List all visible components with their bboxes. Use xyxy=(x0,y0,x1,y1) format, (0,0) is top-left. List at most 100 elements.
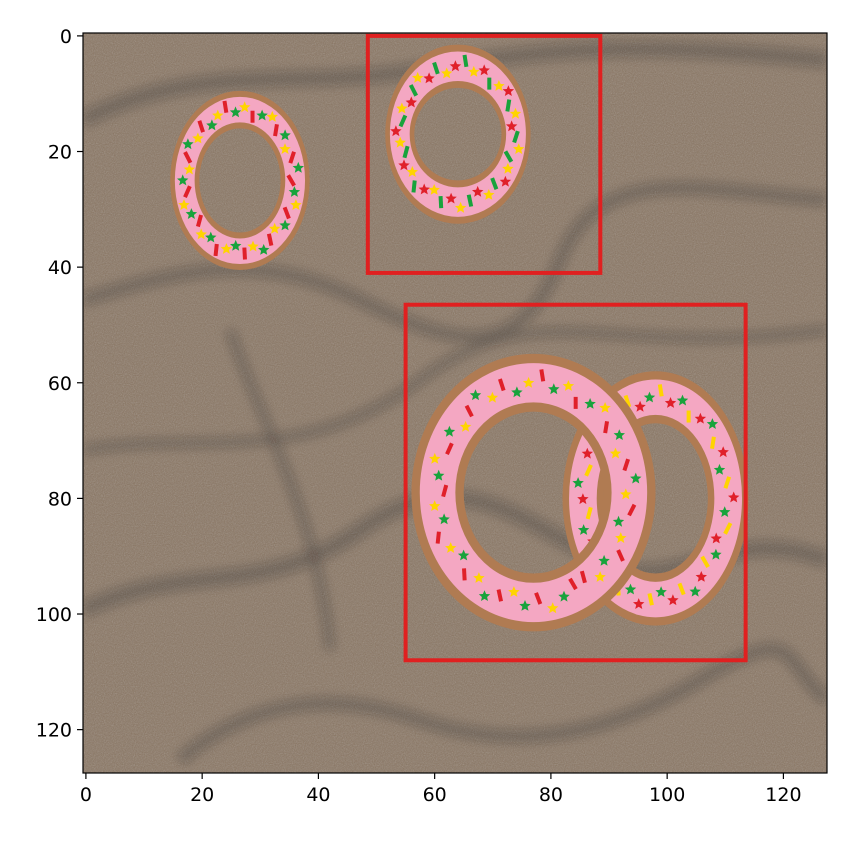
sprinkle-star xyxy=(279,219,291,231)
sprinkle-star xyxy=(719,506,731,517)
sprinkle-star xyxy=(473,572,485,583)
sprinkle-star xyxy=(694,412,707,424)
sprinkle-star xyxy=(502,162,514,174)
x-tick-label: 40 xyxy=(306,784,330,806)
sprinkle xyxy=(512,130,520,144)
sprinkle-star xyxy=(594,571,606,582)
sprinkle-star xyxy=(438,513,450,525)
sprinkle-star xyxy=(558,590,570,602)
sprinkle xyxy=(282,206,291,220)
x-tick-label: 0 xyxy=(80,784,92,806)
y-tick-label: 60 xyxy=(48,373,72,395)
sprinkle-star xyxy=(239,101,251,113)
sprinkle-star xyxy=(247,240,259,252)
y-tick-label: 0 xyxy=(60,26,72,48)
bounding-box-layer xyxy=(365,33,748,663)
sprinkle-star xyxy=(598,554,610,566)
sprinkle-star xyxy=(459,420,472,432)
sprinkle xyxy=(250,110,255,123)
sprinkle-star xyxy=(185,208,198,219)
sprinkle-star xyxy=(429,500,441,511)
sprinkle-star xyxy=(428,184,440,195)
donut xyxy=(385,44,531,224)
sprinkle-star xyxy=(445,542,457,553)
donut xyxy=(170,90,310,271)
sprinkle xyxy=(487,77,492,90)
sprinkle xyxy=(445,442,454,456)
sprinkle-star xyxy=(478,64,490,76)
sprinkle-star xyxy=(398,159,410,171)
sprinkle-star xyxy=(256,109,268,121)
x-axis: 0 20 40 60 80 100 120 xyxy=(80,773,802,806)
sprinkle xyxy=(411,180,417,193)
sprinkle-star xyxy=(433,469,445,481)
sprinkle-star xyxy=(620,488,632,500)
sprinkle-star xyxy=(258,244,270,255)
sprinkle xyxy=(435,531,441,544)
sprinkle-star xyxy=(230,239,242,251)
sprinkle-star xyxy=(655,586,667,597)
x-tick-label: 20 xyxy=(190,784,214,806)
sprinkle-star xyxy=(577,493,589,505)
sprinkle-star xyxy=(405,96,417,108)
sprinkle xyxy=(398,114,408,128)
sprinkle-star xyxy=(519,600,531,611)
sprinkle xyxy=(534,592,543,605)
sprinkle xyxy=(266,233,274,246)
donut-icing xyxy=(389,51,526,217)
plot-area xyxy=(83,33,827,773)
sprinkle-star xyxy=(695,571,707,582)
sprinkle-star xyxy=(513,143,525,154)
donut-icing xyxy=(419,363,648,623)
sprinkle-star xyxy=(505,120,518,132)
sprinkle-star xyxy=(290,199,302,210)
sprinkle xyxy=(686,410,691,423)
sprinkle xyxy=(616,549,625,562)
sprinkle-star xyxy=(396,102,408,114)
sprinkle xyxy=(700,555,710,569)
sprinkle xyxy=(710,436,716,449)
sprinkle xyxy=(568,577,578,591)
bounding-box xyxy=(403,302,748,663)
sprinkle xyxy=(288,151,296,164)
sprinkle-star xyxy=(664,397,677,408)
sprinkle-star xyxy=(288,186,301,197)
donut xyxy=(411,353,656,632)
sprinkle xyxy=(286,174,296,187)
sprinkle-star xyxy=(581,447,593,459)
sprinkle-star xyxy=(269,222,281,234)
sprinkle xyxy=(503,150,514,163)
sprinkle-star xyxy=(192,132,204,144)
sprinkle-star xyxy=(493,80,505,91)
sprinkle xyxy=(539,369,546,382)
sprinkle-star xyxy=(624,583,637,595)
y-axis: 0 20 40 60 80 100 120 xyxy=(36,26,83,742)
sprinkle-star xyxy=(508,586,520,597)
sprinkle xyxy=(498,378,506,392)
sprinkle-star xyxy=(547,602,559,614)
sprinkle-star xyxy=(457,549,470,561)
sprinkle-star xyxy=(472,185,484,197)
sprinkle-star xyxy=(717,446,729,458)
sprinkle-star xyxy=(212,109,224,121)
sprinkle-star xyxy=(394,136,406,148)
sprinkle xyxy=(677,582,686,596)
sprinkle xyxy=(462,568,467,581)
sprinkle-star xyxy=(615,532,627,543)
y-tick-label: 100 xyxy=(36,604,72,626)
sprinkle-star xyxy=(499,175,512,187)
sprinkle-star xyxy=(612,515,625,527)
sprinkle-star xyxy=(279,143,291,154)
sprinkle-star xyxy=(689,585,701,597)
sprinkle-star xyxy=(483,189,495,200)
sprinkle-star xyxy=(205,231,217,243)
sprinkle xyxy=(723,476,732,489)
sprinkle-star xyxy=(279,129,291,141)
sprinkle-star xyxy=(423,72,435,84)
sprinkle-star xyxy=(706,418,719,429)
sprinkle-star xyxy=(266,110,278,122)
x-tick-label: 60 xyxy=(423,784,447,806)
sprinkle xyxy=(402,145,410,159)
sprinkle-star xyxy=(486,391,499,403)
sprinkle xyxy=(466,194,474,207)
